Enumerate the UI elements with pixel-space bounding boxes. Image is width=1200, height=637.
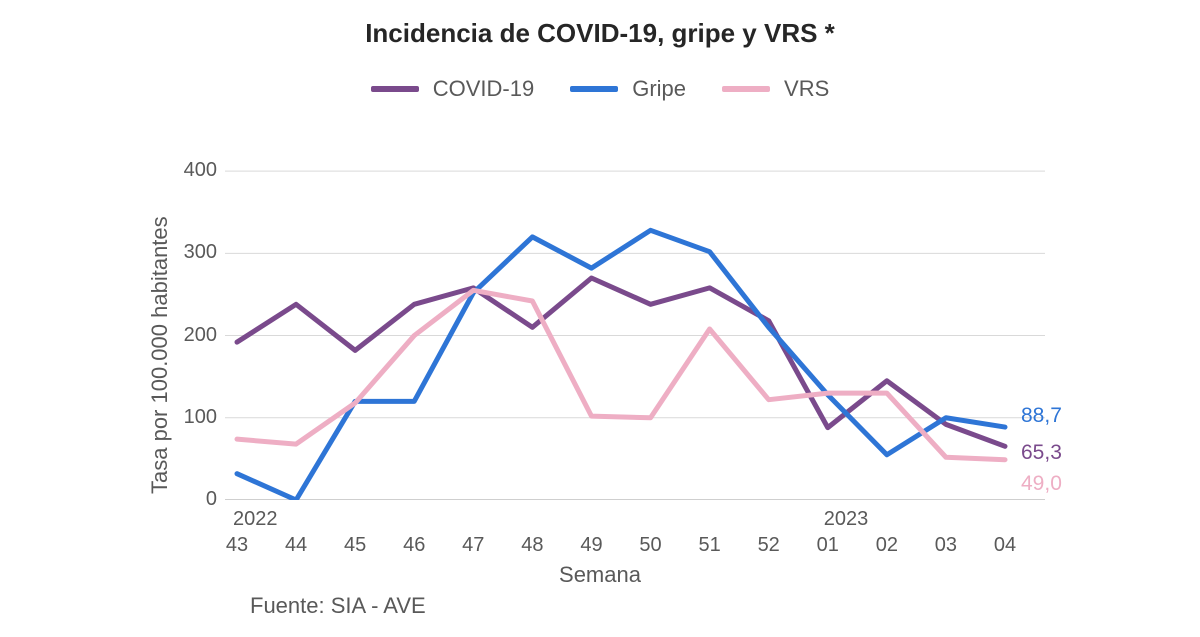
x-tick-label: 47: [450, 534, 496, 557]
year-marker: 2022: [233, 508, 278, 531]
chart-title: Incidencia de COVID-19, gripe y VRS *: [0, 18, 1200, 49]
x-tick-label: 46: [391, 534, 437, 557]
series-end-label: 88,7: [1021, 404, 1062, 428]
y-tick-label: 300: [157, 241, 217, 264]
chart-container: Incidencia de COVID-19, gripe y VRS * CO…: [0, 0, 1200, 637]
year-marker: 2023: [824, 508, 869, 531]
x-tick-label: 48: [509, 534, 555, 557]
x-tick-label: 01: [805, 534, 851, 557]
legend-item: Gripe: [570, 76, 686, 102]
plot-svg: [225, 130, 1045, 500]
x-tick-label: 04: [982, 534, 1028, 557]
x-tick-label: 02: [864, 534, 910, 557]
x-tick-label: 49: [568, 534, 614, 557]
legend-item: VRS: [722, 76, 829, 102]
legend: COVID-19 Gripe VRS: [0, 72, 1200, 102]
y-tick-label: 100: [157, 406, 217, 429]
legend-label: VRS: [784, 76, 829, 102]
legend-label: COVID-19: [433, 76, 534, 102]
x-tick-label: 52: [746, 534, 792, 557]
series-end-label: 65,3: [1021, 441, 1062, 465]
x-axis-label: Semana: [0, 562, 1200, 588]
legend-item: COVID-19: [371, 76, 534, 102]
legend-swatch: [570, 86, 618, 92]
legend-swatch: [722, 86, 770, 92]
y-tick-label: 400: [157, 159, 217, 182]
y-tick-label: 200: [157, 324, 217, 347]
x-tick-label: 45: [332, 534, 378, 557]
source-caption: Fuente: SIA - AVE: [250, 593, 426, 619]
x-tick-label: 43: [214, 534, 260, 557]
y-tick-label: 0: [157, 488, 217, 511]
plot-area: [225, 130, 1045, 500]
legend-label: Gripe: [632, 76, 686, 102]
x-tick-label: 44: [273, 534, 319, 557]
legend-swatch: [371, 86, 419, 92]
x-tick-label: 03: [923, 534, 969, 557]
x-tick-label: 51: [687, 534, 733, 557]
x-tick-label: 50: [628, 534, 674, 557]
series-end-label: 49,0: [1021, 472, 1062, 496]
